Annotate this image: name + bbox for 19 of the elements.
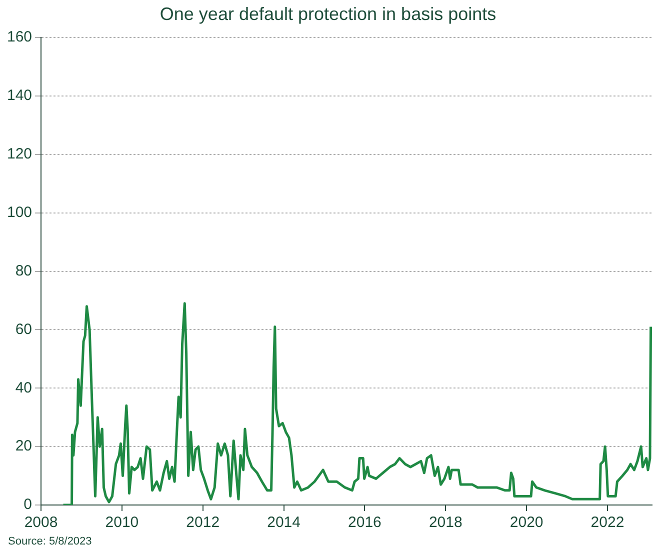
x-tick-label: 2014 (267, 514, 300, 532)
x-tick-label: 2016 (348, 514, 382, 532)
y-tick-label: 20 (15, 438, 32, 455)
x-tick-label: 2020 (510, 514, 544, 532)
x-tick-label: 2010 (105, 514, 139, 532)
source-note: Source: 5/8/2023 (8, 536, 92, 548)
y-tick-label: 140 (6, 87, 32, 104)
y-tick-label: 120 (6, 146, 32, 163)
y-tick-label: 60 (15, 320, 32, 338)
y-tick-label: 100 (6, 204, 32, 222)
x-tick-label: 2018 (428, 514, 462, 532)
y-tick-label: 160 (6, 28, 32, 46)
x-tick-label: 2012 (186, 514, 220, 532)
x-tick-label: 2008 (24, 514, 58, 532)
y-tick-label: 0 (24, 496, 32, 514)
y-tick-label: 80 (15, 262, 32, 280)
y-tick-label: 40 (15, 379, 32, 396)
chart-subtitle: One year default protection in basis points (160, 4, 496, 24)
x-tick-label: 2022 (590, 514, 624, 532)
